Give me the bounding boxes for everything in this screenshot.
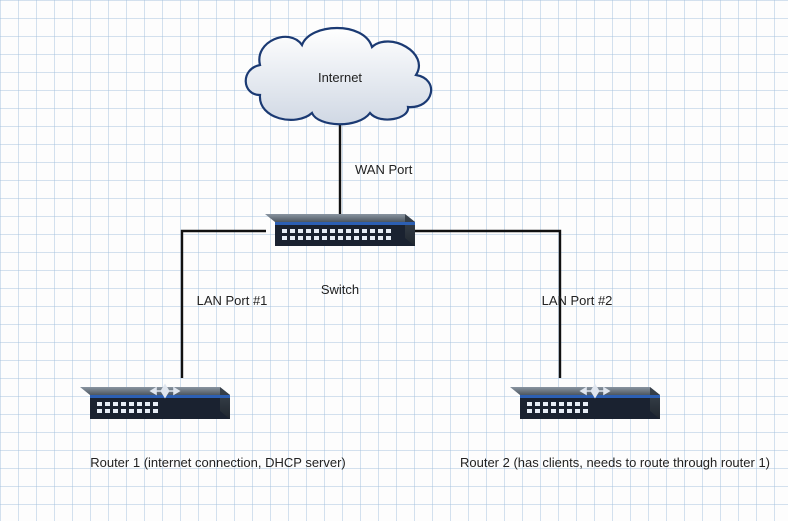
edge-wan-label: WAN Port xyxy=(355,162,412,177)
router2-icon xyxy=(510,385,660,419)
router1-icon xyxy=(80,385,230,419)
switch-icon xyxy=(265,214,415,246)
edge-lan1-label: LAN Port #1 xyxy=(197,293,268,308)
diagram-canvas: Internet WAN Port Switch LAN Port #1 LAN… xyxy=(0,0,788,521)
router2-label: Router 2 (has clients, needs to route th… xyxy=(460,455,770,470)
edge-lan2-label: LAN Port #2 xyxy=(542,293,613,308)
switch-label: Switch xyxy=(321,282,359,297)
internet-label: Internet xyxy=(318,70,362,85)
network-svg xyxy=(0,0,788,521)
router1-label: Router 1 (internet connection, DHCP serv… xyxy=(90,455,346,470)
edge-lan2 xyxy=(413,231,560,378)
